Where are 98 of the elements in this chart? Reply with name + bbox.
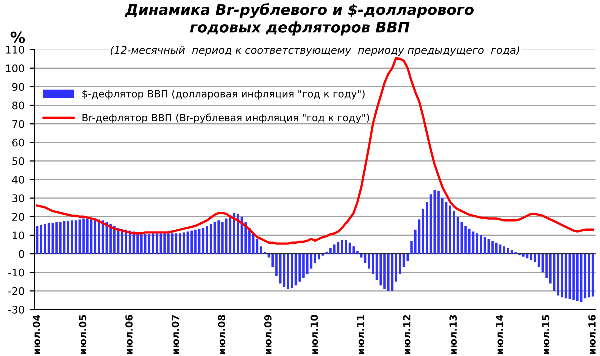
bar: [148, 234, 151, 254]
y-tick-label: 10: [12, 232, 24, 240]
bar: [503, 246, 506, 254]
bar: [236, 214, 240, 254]
bar: [110, 224, 112, 254]
bar: [287, 254, 290, 290]
bar: [380, 254, 382, 286]
chart-subtitle: (12-месячный период к соответствующему периоду предыдущего года): [110, 46, 520, 56]
bar: [522, 254, 525, 257]
y-tick-label: 40: [12, 176, 24, 184]
bar: [318, 254, 320, 260]
bar: [233, 213, 236, 254]
y-tick-label: 70: [12, 120, 24, 128]
bar: [40, 225, 43, 254]
bar: [44, 224, 46, 254]
y-tick-label: 0: [19, 250, 24, 258]
bar: [136, 232, 139, 254]
bar: [164, 234, 166, 254]
bar: [561, 254, 564, 298]
x-tick-label: июл.07: [172, 315, 180, 354]
y-tick-label: -20: [8, 287, 24, 296]
bar: [125, 230, 128, 254]
bar: [98, 220, 100, 254]
y-tick-label: 60: [12, 138, 24, 147]
x-tick-label: июл.04: [32, 315, 40, 354]
y-tick-label: 100: [6, 64, 24, 73]
y-tick-label: 50: [12, 157, 24, 166]
bar: [387, 254, 390, 292]
x-tick-label: июл.09: [264, 315, 272, 354]
bar: [576, 254, 579, 302]
x-tick-label: июл.16: [588, 315, 596, 354]
legend-label: Br-дефлятор ВВП (Br-рублевая инфляция "год к году"): [82, 114, 370, 124]
y-tick-label: 90: [12, 83, 24, 92]
y-tick-label: 110: [6, 46, 24, 54]
bar: [210, 224, 212, 254]
bar: [218, 220, 220, 254]
bar: [179, 234, 182, 254]
bar: [592, 254, 594, 297]
bar: [59, 222, 62, 254]
bar: [194, 230, 197, 254]
bar: [175, 234, 178, 254]
bar: [584, 254, 587, 299]
bar: [468, 228, 471, 254]
x-tick-label: июл.13: [450, 315, 458, 354]
line-series: [36, 57, 594, 245]
bar: [449, 206, 452, 254]
bar: [384, 254, 386, 290]
bar: [530, 254, 533, 261]
bar: [438, 190, 440, 254]
bar: [121, 228, 124, 254]
x-tick-label: июл.12: [403, 315, 411, 354]
bar: [572, 254, 575, 300]
bar: [495, 242, 498, 254]
bar: [190, 230, 193, 254]
bar: [345, 240, 348, 254]
bar: [222, 222, 224, 254]
x-tick-label: июл.08: [218, 315, 226, 354]
bar: [94, 218, 97, 254]
legend-label: $-дефлятор ВВП (долларовая инфляция "год к году"): [82, 90, 365, 100]
bar: [588, 254, 590, 298]
bar: [330, 248, 332, 254]
bar: [114, 226, 116, 254]
bar: [290, 254, 294, 288]
y-tick-label: 30: [12, 194, 24, 202]
bar: [140, 234, 143, 254]
x-tick-label: июл.05: [79, 315, 87, 354]
bar: [71, 220, 74, 254]
bar: [492, 241, 494, 254]
bar: [82, 218, 85, 254]
x-tick-label: июл.15: [542, 315, 550, 354]
bar: [464, 226, 467, 254]
bar: [206, 226, 208, 254]
y-axis-title: %: [10, 32, 26, 44]
x-tick-label: июл.06: [126, 315, 133, 354]
bar: [352, 246, 356, 254]
bar: [298, 254, 302, 282]
bar: [67, 222, 70, 254]
chart-title: Динамика Br-рублевого и $-долларового годовых дефляторов ВВП: [125, 4, 474, 36]
bar: [480, 235, 482, 254]
bar: [507, 248, 510, 254]
y-tick-label: -30: [8, 306, 24, 314]
bar: [302, 254, 305, 278]
x-tick-label: июл.11: [357, 315, 364, 354]
x-tick-label: июл.14: [496, 315, 504, 354]
bar: [341, 240, 344, 254]
bar: [152, 234, 154, 254]
y-tick-label: 80: [12, 102, 24, 110]
bar: [182, 232, 186, 254]
y-tick-label: -10: [8, 268, 24, 277]
bar: [557, 254, 560, 296]
bar: [86, 218, 89, 254]
bar: [56, 222, 58, 254]
bar: [168, 234, 170, 254]
bar: [476, 234, 479, 254]
bar: [156, 234, 158, 254]
bar: [128, 230, 132, 254]
y-tick-label: 20: [12, 213, 24, 222]
x-tick-label: июл.10: [310, 315, 318, 354]
